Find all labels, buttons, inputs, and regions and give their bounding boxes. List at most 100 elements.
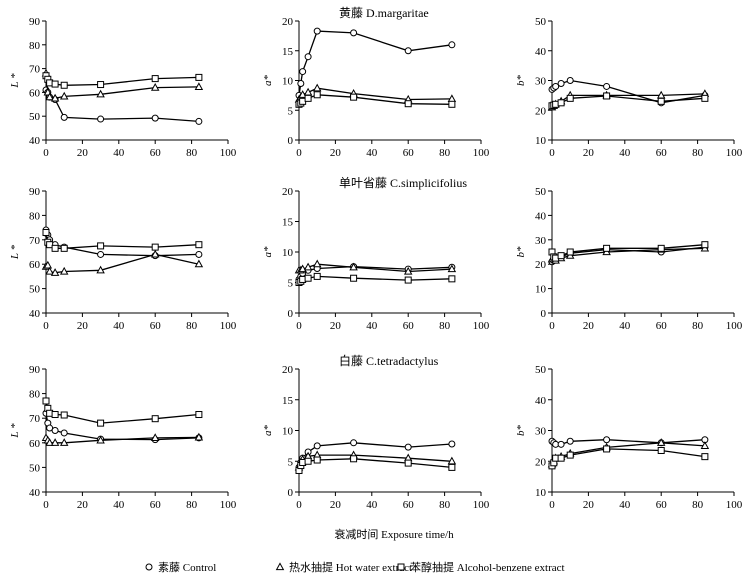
data-point-square	[566, 248, 574, 256]
panel-6: 0 10 20 30 40 50 0 20 40 60 80 100 b*	[515, 186, 743, 332]
y-axis-label: b*	[515, 246, 527, 258]
panel-1: 40 50 60 70 80 90 0 20 40 60 80 100 L *	[9, 16, 237, 159]
data-point-circle	[304, 53, 312, 61]
x-tick-label: 80	[692, 147, 704, 159]
y-axis-label: a*	[262, 246, 274, 258]
data-point-circle	[603, 436, 611, 444]
data-point-square	[51, 80, 59, 88]
data-point-triangle	[59, 438, 69, 446]
data-point-triangle	[194, 432, 204, 441]
data-point-circle	[557, 440, 565, 448]
data-point-square	[195, 411, 203, 419]
x-tick-label: 20	[583, 499, 595, 511]
series-line-square	[298, 275, 452, 284]
data-point-square	[46, 241, 54, 249]
data-point-square	[350, 274, 358, 282]
series-line-square	[551, 448, 705, 467]
data-point-square	[701, 94, 709, 102]
data-point-square	[304, 457, 312, 465]
x-tick-label: 80	[692, 320, 704, 332]
y-tick-label: 50	[535, 186, 547, 198]
y-tick-label: 20	[535, 456, 547, 468]
y-tick-label: 30	[535, 235, 547, 247]
data-point-circle	[448, 41, 456, 49]
data-point-square	[51, 244, 59, 252]
legend-marker-square	[397, 563, 405, 571]
x-tick-label: 40	[619, 147, 631, 159]
series-line-circle	[551, 439, 705, 445]
y-tick-label: 5	[288, 456, 294, 468]
data-point-triangle	[96, 435, 105, 444]
legend-marker-triangle	[275, 562, 285, 571]
y-tick-label: 0	[288, 308, 294, 320]
x-tick-label: 20	[330, 147, 342, 159]
data-point-triangle	[45, 92, 54, 101]
series-line-square	[45, 400, 199, 424]
y-tick-label: 15	[282, 217, 294, 229]
y-tick-label: 40	[29, 135, 41, 147]
data-point-square	[701, 453, 709, 461]
data-point-triangle	[43, 260, 53, 269]
y-tick-label: 40	[29, 487, 41, 499]
x-tick-label: 20	[330, 499, 342, 511]
data-point-circle	[297, 79, 305, 87]
data-point-circle	[404, 47, 412, 55]
x-tick-label: 40	[366, 320, 378, 332]
data-point-triangle	[96, 265, 105, 274]
y-tick-label: 15	[282, 46, 294, 58]
x-tick-label: 60	[403, 147, 415, 159]
x-tick-label: 40	[619, 499, 631, 511]
y-tick-label: 80	[29, 40, 41, 52]
data-point-triangle	[50, 93, 60, 102]
x-tick-label: 60	[403, 499, 415, 511]
data-point-square	[404, 459, 412, 467]
series-line-circle	[298, 30, 452, 96]
y-tick-label: 80	[29, 210, 41, 222]
x-tick-label: 0	[549, 147, 555, 159]
data-point-triangle	[447, 456, 457, 465]
series-line-square	[45, 232, 199, 249]
data-point-square	[313, 456, 321, 464]
y-tick-label: 5	[288, 278, 294, 290]
series-line-triangle	[45, 436, 199, 444]
x-tick-label: 60	[150, 147, 162, 159]
y-tick-label: 30	[535, 76, 547, 88]
x-tick-label: 40	[113, 147, 125, 159]
data-point-square	[657, 244, 665, 252]
y-tick-label: 20	[535, 105, 547, 117]
y-tick-label: 90	[29, 186, 41, 198]
data-point-circle	[60, 113, 68, 121]
legend-label: 素藤 Control	[158, 561, 216, 574]
data-point-triangle	[447, 264, 457, 273]
x-tick-label: 20	[77, 320, 89, 332]
data-point-circle	[350, 29, 358, 37]
data-point-square	[313, 91, 321, 99]
data-point-square	[350, 93, 358, 101]
data-point-triangle	[59, 91, 69, 100]
x-tick-label: 0	[296, 499, 302, 511]
x-tick-label: 20	[77, 147, 89, 159]
x-tick-label: 60	[150, 320, 162, 332]
data-point-square	[151, 75, 159, 83]
data-point-circle	[350, 439, 358, 447]
y-tick-label: 70	[29, 235, 41, 247]
x-tick-label: 20	[77, 499, 89, 511]
x-tick-label: 100	[473, 320, 490, 332]
y-tick-label: 10	[535, 487, 547, 499]
data-point-circle	[603, 82, 611, 90]
panel-9: 10 20 30 40 50 0 20 40 60 80 100 b*	[515, 364, 743, 511]
y-tick-label: 15	[282, 395, 294, 407]
series-line-triangle	[45, 73, 199, 99]
x-tick-label: 60	[656, 320, 668, 332]
data-point-circle	[566, 77, 574, 84]
data-point-square	[97, 419, 105, 427]
x-axis-label: 衰减时间 Exposure time/h	[334, 527, 454, 541]
data-point-triangle	[298, 90, 307, 98]
data-point-circle	[195, 117, 203, 125]
data-point-square	[42, 228, 50, 236]
x-tick-label: 40	[366, 147, 378, 159]
panel-3: 10 20 30 40 50 0 20 40 60 80 100 b*	[515, 16, 743, 159]
series-line-square	[45, 75, 199, 86]
